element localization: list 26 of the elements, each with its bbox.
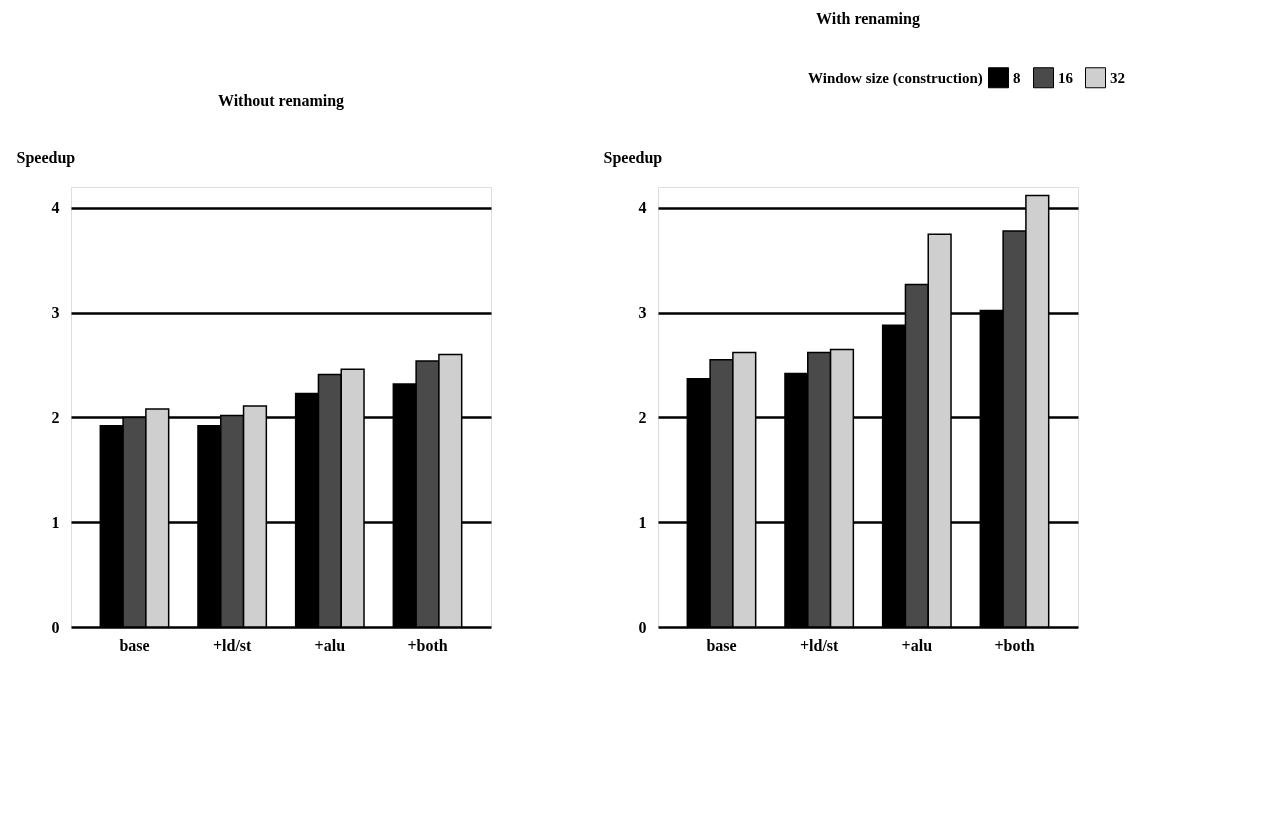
y-tick-label: 1 — [638, 513, 647, 531]
x-tick-label: +both — [407, 636, 448, 654]
legend-title: Window size (construction) — [808, 70, 983, 87]
y-tick-label: 3 — [638, 304, 647, 322]
y-tick-label: 4 — [638, 199, 647, 217]
y-tick-label: 2 — [638, 408, 647, 426]
x-tick-label: base — [119, 636, 150, 654]
legend-label: 32 — [1110, 69, 1125, 86]
y-tick-label: 2 — [51, 408, 60, 426]
y-tick-label: 0 — [51, 618, 60, 636]
y-tick-label: 4 — [51, 199, 60, 217]
x-tick-label: +ld/st — [212, 636, 253, 654]
x-tick-label: base — [706, 636, 737, 654]
legend-label: 16 — [1058, 69, 1074, 86]
chart-title: Without renaming — [217, 92, 345, 110]
y-axis-title: Speedup — [603, 148, 663, 167]
x-tick-label: +both — [994, 636, 1035, 654]
legend-label: 8 — [1013, 69, 1021, 86]
y-tick-label: 3 — [51, 304, 60, 322]
y-tick-label: 0 — [638, 618, 647, 636]
x-tick-label: +alu — [901, 636, 933, 654]
x-tick-label: +ld/st — [799, 636, 840, 654]
y-tick-label: 1 — [51, 513, 60, 531]
y-axis-title: Speedup — [16, 148, 76, 167]
chart-title: With renaming — [816, 10, 920, 28]
x-tick-label: +alu — [314, 636, 346, 654]
